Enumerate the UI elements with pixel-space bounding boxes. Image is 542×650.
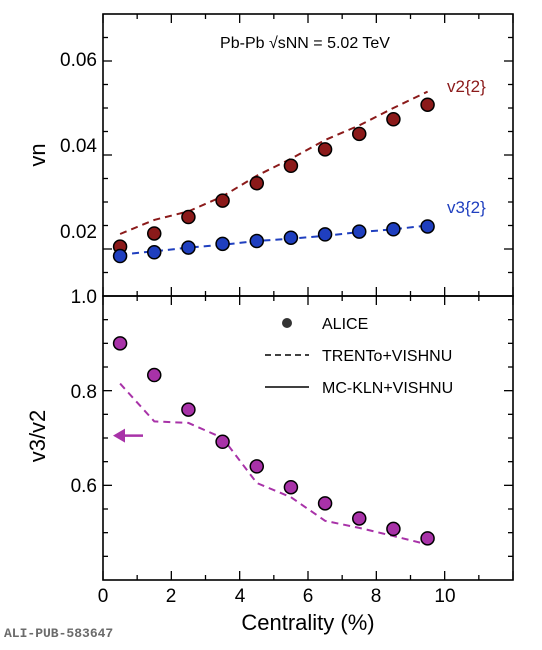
upper-y-tick-label: 0.02 [60,222,97,243]
upper-y-axis-title: vn [25,143,50,166]
data-point-v2 [215,193,230,208]
data-point-v2 [181,209,196,225]
lower-panel-frame [102,295,514,581]
x-tick-label: 0 [98,586,109,607]
data-point-v3 [317,227,333,242]
data-point-v3 [249,233,264,249]
data-point-v3 [181,240,196,255]
upper-panel-frame [102,13,514,297]
data-point-v2 [317,142,333,157]
lower-y-tick-label: 0.6 [71,476,97,497]
data-point-v3 [352,224,367,239]
data-point-v2 [147,226,162,241]
data-point-v3 [112,248,128,264]
data-point-v3 [420,219,435,234]
data-point-ratio [386,521,401,537]
data-point-v3 [147,245,162,260]
lower-y-axis-title: v3/v2 [25,410,50,463]
data-point-ratio [352,511,367,526]
data-point-v2 [420,97,435,112]
legend-label-trento: TRENTo+VISHNU [322,348,452,365]
plot-marks [102,14,514,580]
data-point-ratio [420,531,435,546]
lower-y-tick-label: 1.0 [71,287,97,308]
publication-id: ALI-PUB-583647 [4,626,114,641]
model-curve-v2 [119,90,429,235]
data-point-ratio [181,402,196,417]
x-tick-label: 8 [371,586,382,607]
data-point-ratio [215,434,230,450]
v2-series-label: v2{2} [447,77,486,96]
data-point-v2 [283,158,299,174]
data-point-v3 [215,236,230,252]
upper-y-tick-label: 0.06 [60,50,97,71]
upper-y-tick-label: 0.04 [60,136,97,157]
data-point-v2 [249,175,264,191]
data-point-v2 [386,112,401,127]
collision-system-annotation: Pb-Pb √sNN = 5.02 TeV [220,35,390,52]
lower-y-tick-label: 0.8 [71,382,97,403]
x-tick-label: 10 [434,586,455,607]
data-point-v3 [386,222,401,237]
reference-arrow-head [113,428,125,443]
data-point-ratio [147,367,162,383]
data-point-ratio [317,496,333,511]
x-axis-title: Centrality (%) [241,610,374,635]
model-curve-v3 [120,224,428,256]
model-curve-ratio [119,382,428,546]
legend-marker-alice [282,318,292,328]
legend-label-alice: ALICE [322,316,368,333]
data-point-ratio [249,459,264,474]
data-point-ratio [283,479,299,495]
data-point-ratio [112,336,128,351]
data-point-v3 [283,230,299,245]
x-tick-label: 2 [166,586,177,607]
legend-label-mckln: MC-KLN+VISHNU [322,380,453,397]
x-tick-label: 4 [235,586,246,607]
x-tick-label: 6 [303,586,314,607]
data-point-v2 [352,126,367,142]
v3-series-label: v3{2} [447,198,486,217]
